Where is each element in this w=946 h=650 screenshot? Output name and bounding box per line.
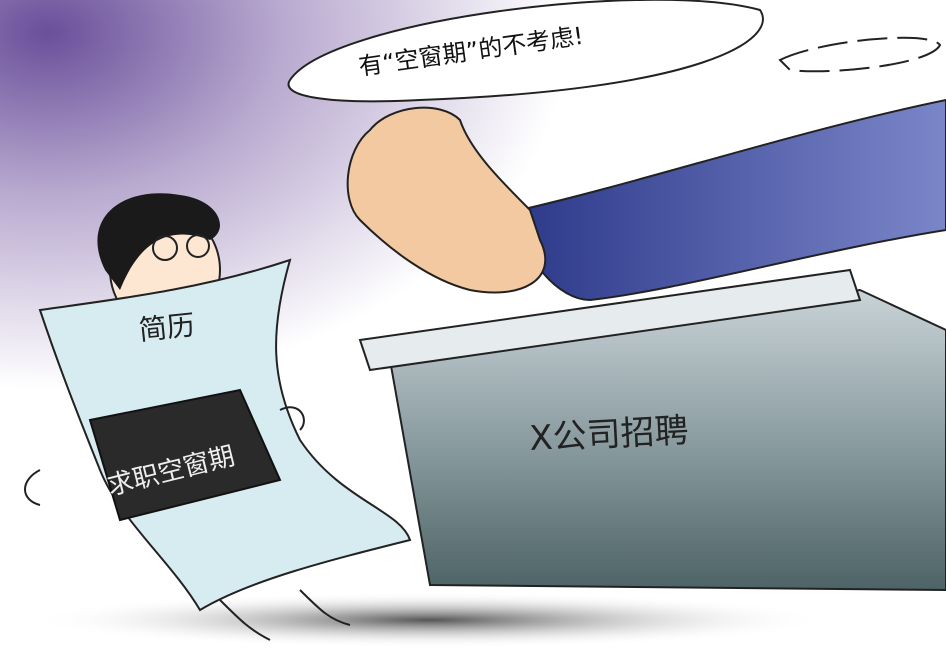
legs bbox=[219, 589, 351, 641]
sleeve bbox=[518, 98, 946, 302]
resume-screen bbox=[88, 388, 282, 522]
speech-bubble-tail bbox=[778, 36, 942, 73]
glasses bbox=[152, 235, 178, 261]
box-slot bbox=[358, 268, 862, 372]
speech-bubble bbox=[287, 0, 764, 103]
glasses bbox=[186, 234, 210, 258]
box-label: X公司招聘 bbox=[528, 411, 689, 459]
hair bbox=[97, 193, 220, 290]
arms bbox=[24, 406, 305, 506]
hand bbox=[346, 106, 547, 294]
resume-title: 简历 bbox=[137, 308, 196, 347]
floor-shadow bbox=[30, 592, 830, 648]
